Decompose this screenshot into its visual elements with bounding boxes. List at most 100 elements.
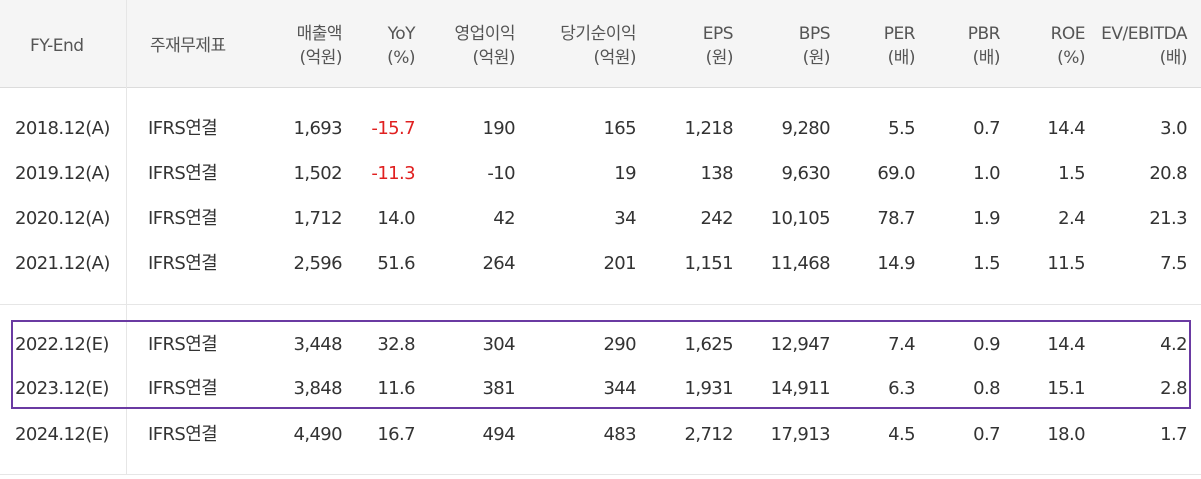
cell-fy-end: 2020.12(A) — [15, 208, 110, 229]
cell-roe: 11.5 — [1047, 253, 1085, 274]
cell-eps: 1,151 — [684, 253, 733, 274]
cell-ev-ebitda: 2.8 — [1160, 378, 1187, 399]
cell-bps: 9,280 — [781, 118, 830, 139]
header-eps: EPS (원) — [702, 24, 734, 68]
cell-pbr: 0.8 — [973, 378, 1000, 399]
cell-per: 78.7 — [877, 208, 915, 229]
cell-fy-end: 2024.12(E) — [15, 424, 109, 445]
table-bottom-border — [0, 474, 1201, 475]
cell-operating-profit: 494 — [482, 424, 515, 445]
cell-main-statement: IFRS연결 — [148, 208, 218, 229]
cell-main-statement: IFRS연결 — [148, 118, 218, 139]
cell-pbr: 0.7 — [973, 118, 1000, 139]
header-net-income: 당기순이익 (억원) — [560, 24, 636, 68]
header-revenue: 매출액 (억원) — [296, 24, 343, 68]
cell-revenue: 2,596 — [293, 253, 342, 274]
cell-operating-profit: -10 — [487, 163, 515, 184]
cell-fy-end: 2018.12(A) — [15, 118, 110, 139]
cell-yoy: 32.8 — [377, 334, 415, 355]
header-main-statement: 주재무제표 — [150, 36, 226, 56]
cell-per: 14.9 — [877, 253, 915, 274]
cell-yoy: 16.7 — [377, 424, 415, 445]
cell-per: 6.3 — [888, 378, 915, 399]
cell-pbr: 0.7 — [973, 424, 1000, 445]
cell-net-income: 201 — [603, 253, 636, 274]
cell-bps: 9,630 — [781, 163, 830, 184]
cell-yoy: 14.0 — [377, 208, 415, 229]
cell-revenue: 3,448 — [293, 334, 342, 355]
cell-eps: 242 — [700, 208, 733, 229]
cell-ev-ebitda: 21.3 — [1149, 208, 1187, 229]
cell-per: 7.4 — [888, 334, 915, 355]
cell-fy-end: 2022.12(E) — [15, 334, 109, 355]
cell-bps: 11,468 — [770, 253, 831, 274]
cell-revenue: 1,712 — [293, 208, 342, 229]
cell-roe: 14.4 — [1047, 334, 1085, 355]
cell-net-income: 483 — [603, 424, 636, 445]
cell-per: 4.5 — [888, 424, 915, 445]
cell-eps: 1,931 — [684, 378, 733, 399]
cell-main-statement: IFRS연결 — [148, 253, 218, 274]
cell-net-income: 19 — [614, 163, 636, 184]
header-operating-profit: 영업이익 (억원) — [454, 24, 515, 68]
cell-operating-profit: 381 — [482, 378, 515, 399]
cell-yoy: -15.7 — [371, 118, 415, 139]
cell-bps: 12,947 — [770, 334, 831, 355]
cell-operating-profit: 42 — [493, 208, 515, 229]
cell-pbr: 1.5 — [973, 253, 1000, 274]
cell-main-statement: IFRS연결 — [148, 163, 218, 184]
cell-operating-profit: 190 — [482, 118, 515, 139]
cell-bps: 17,913 — [770, 424, 831, 445]
header-yoy: YoY (%) — [387, 24, 415, 68]
cell-ev-ebitda: 7.5 — [1160, 253, 1187, 274]
cell-fy-end: 2019.12(A) — [15, 163, 110, 184]
header-per: PER (배) — [883, 24, 916, 68]
cell-ev-ebitda: 4.2 — [1160, 334, 1187, 355]
table-header — [0, 0, 1201, 88]
cell-roe: 14.4 — [1047, 118, 1085, 139]
cell-ev-ebitda: 1.7 — [1160, 424, 1187, 445]
cell-revenue: 3,848 — [293, 378, 342, 399]
cell-ev-ebitda: 20.8 — [1149, 163, 1187, 184]
cell-net-income: 34 — [614, 208, 636, 229]
cell-fy-end: 2023.12(E) — [15, 378, 109, 399]
cell-per: 69.0 — [877, 163, 915, 184]
cell-net-income: 290 — [603, 334, 636, 355]
cell-yoy: -11.3 — [371, 163, 415, 184]
cell-bps: 10,105 — [770, 208, 831, 229]
group-separator — [0, 304, 1201, 305]
cell-pbr: 1.9 — [973, 208, 1000, 229]
cell-net-income: 344 — [603, 378, 636, 399]
cell-main-statement: IFRS연결 — [148, 378, 218, 399]
estimate-highlight-box — [11, 320, 1191, 409]
cell-roe: 1.5 — [1058, 163, 1085, 184]
cell-bps: 14,911 — [770, 378, 831, 399]
cell-yoy: 11.6 — [377, 378, 415, 399]
header-fy-end: FY-End — [30, 36, 84, 56]
cell-operating-profit: 264 — [482, 253, 515, 274]
cell-yoy: 51.6 — [377, 253, 415, 274]
cell-main-statement: IFRS연결 — [148, 424, 218, 445]
cell-net-income: 165 — [603, 118, 636, 139]
header-roe: ROE (%) — [1050, 24, 1086, 68]
cell-per: 5.5 — [888, 118, 915, 139]
cell-operating-profit: 304 — [482, 334, 515, 355]
cell-eps: 138 — [700, 163, 733, 184]
cell-roe: 2.4 — [1058, 208, 1085, 229]
cell-revenue: 4,490 — [293, 424, 342, 445]
cell-pbr: 0.9 — [973, 334, 1000, 355]
cell-ev-ebitda: 3.0 — [1160, 118, 1187, 139]
header-ev-ebitda: EV/EBITDA (배) — [1101, 24, 1187, 68]
cell-pbr: 1.0 — [973, 163, 1000, 184]
cell-eps: 1,218 — [684, 118, 733, 139]
column-divider — [126, 0, 127, 474]
cell-roe: 18.0 — [1047, 424, 1085, 445]
header-pbr: PBR (배) — [967, 24, 1001, 68]
cell-eps: 1,625 — [684, 334, 733, 355]
cell-revenue: 1,693 — [293, 118, 342, 139]
cell-fy-end: 2021.12(A) — [15, 253, 110, 274]
cell-eps: 2,712 — [684, 424, 733, 445]
header-bps: BPS (원) — [798, 24, 831, 68]
cell-main-statement: IFRS연결 — [148, 334, 218, 355]
